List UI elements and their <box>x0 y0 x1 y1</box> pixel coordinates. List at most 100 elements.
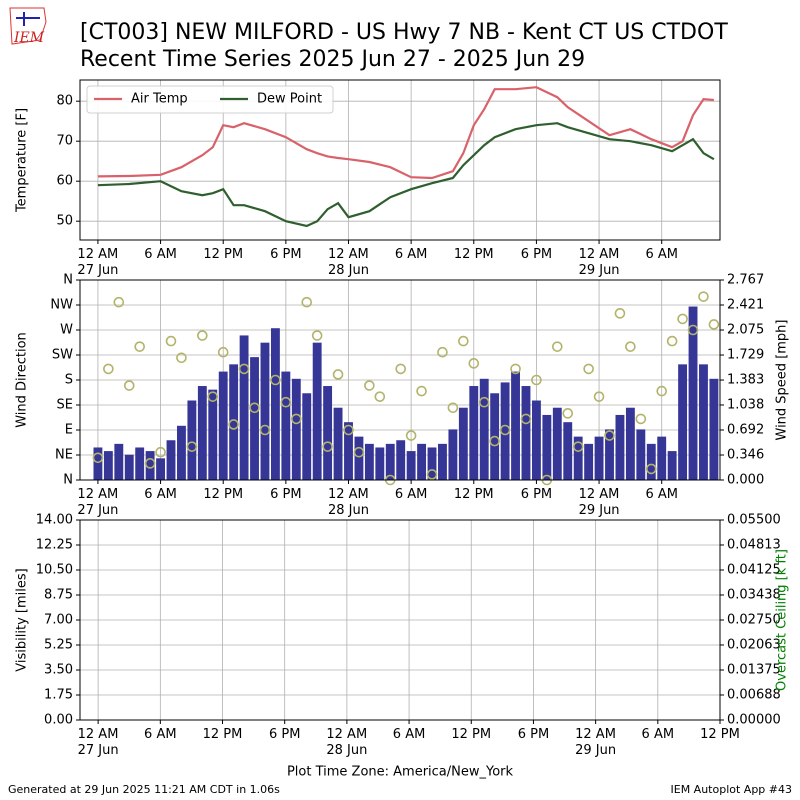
wind-direction-point <box>552 341 563 352</box>
x-tick-label: 6 AM <box>392 727 426 742</box>
y2-tick-label: 0.02750 <box>727 613 781 628</box>
wind-direction-point <box>604 430 615 441</box>
x-tick-label: 6 PM <box>270 247 302 262</box>
subtitle: Recent Time Series 2025 Jun 27 - 2025 Ju… <box>80 47 585 72</box>
x-axis-label: Plot Time Zone: America/New_York <box>287 765 514 780</box>
wind-direction-point <box>217 346 229 358</box>
wind-speed-bar <box>678 364 688 480</box>
wind-direction-point <box>499 424 511 436</box>
x-tick-label: 12 AM 27 Jun <box>77 247 119 278</box>
y-tick-label: NE <box>55 448 73 463</box>
wind-speed-bar <box>197 386 207 480</box>
x-tick-label: 6 AM <box>645 487 678 502</box>
wind-speed-bar <box>93 447 103 480</box>
wind-speed-bar <box>281 371 291 480</box>
wind-direction-point <box>583 363 594 375</box>
wind-speed-bar <box>636 429 646 480</box>
footer-right: IEM Autoplot App #43 <box>671 783 793 796</box>
x-tick-label: 6 PM <box>520 487 553 502</box>
y-tick-label: SW <box>52 348 73 363</box>
wind-speed-bar <box>312 342 322 480</box>
wind-direction-point <box>625 341 636 352</box>
wind-direction-point <box>238 363 250 375</box>
y-tick-label: 14.00 <box>36 513 73 528</box>
wind-direction-point <box>677 313 688 325</box>
wind-direction-point <box>332 369 344 380</box>
x-tick-label: 12 PM <box>451 727 492 742</box>
wind-direction-point <box>270 374 281 386</box>
wind-direction-point <box>405 430 417 441</box>
y-tick-label: 70 <box>56 134 73 149</box>
logo-text: IEM <box>13 30 45 46</box>
wind-speed-bar <box>625 407 635 480</box>
wind-direction-point <box>489 435 500 447</box>
y2-tick-label: 1.729 <box>727 348 764 363</box>
wind-direction-point <box>144 458 156 469</box>
wind-speed-bar <box>511 371 520 480</box>
wind-speed-bar <box>667 451 677 480</box>
x-tick-label: 12 PM <box>700 727 740 742</box>
line-series <box>97 86 714 180</box>
y2-tick-label: 1.383 <box>727 373 764 388</box>
wind-direction-point <box>259 424 271 436</box>
wind-direction-point <box>468 358 480 369</box>
wind-speed-bar <box>458 407 468 480</box>
y2-tick-label: 2.767 <box>727 273 764 288</box>
wind-direction-point <box>280 396 292 408</box>
line-series <box>97 122 715 228</box>
wind-direction-point <box>458 335 469 347</box>
wind-speed-bar <box>406 451 416 480</box>
wind-direction-point <box>656 385 668 397</box>
wind-direction-point <box>666 335 678 347</box>
x-tick-label: 12 AM 27 Jun <box>77 487 119 518</box>
wind-speed-bar <box>605 429 614 480</box>
x-tick-label: 12 AM 27 Jun <box>77 727 119 758</box>
wind-speed-bar <box>438 443 447 480</box>
legend-box <box>86 85 334 114</box>
wind-speed-bar <box>521 386 531 480</box>
wind-direction-point <box>364 380 375 391</box>
x-tick-label: 12 AM 29 Jun <box>578 487 620 518</box>
wind-speed-bar <box>124 454 134 480</box>
wind-speed-bar <box>657 436 667 480</box>
x-tick-label: 6 PM <box>268 727 301 742</box>
legend-label: Air Temp <box>131 92 188 107</box>
wind-direction-point <box>698 291 709 302</box>
wind-direction-point <box>635 413 647 425</box>
wind-speed-bar <box>469 386 479 480</box>
plot-frame <box>79 79 721 241</box>
wind-speed-bar <box>208 389 218 480</box>
x-tick-label: 12 AM 28 Jun <box>326 727 368 758</box>
x-tick-label: 6 AM <box>144 247 177 262</box>
y-tick-label: 3.50 <box>44 663 73 678</box>
wind-direction-point <box>113 296 125 308</box>
x-tick-label: 6 AM <box>394 247 428 262</box>
y-tick-label: 12.25 <box>36 538 73 553</box>
wind-speed-bar <box>375 447 385 480</box>
y2-tick-label: 0.692 <box>727 422 764 437</box>
x-tick-label: 6 PM <box>270 487 302 502</box>
wind-speed-bar <box>531 400 541 480</box>
y-tick-label: N <box>63 473 73 488</box>
wind-direction-point <box>687 324 699 336</box>
wind-speed-bar <box>699 364 708 480</box>
wind-speed-bar <box>646 443 656 480</box>
wind-direction-point <box>134 341 145 352</box>
x-tick-label: 6 PM <box>520 247 553 262</box>
wind-direction-point <box>165 335 177 347</box>
wind-speed-bar <box>385 443 395 480</box>
x-tick-label: 12 AM 29 Jun <box>575 727 617 758</box>
y-tick-label: S <box>65 373 73 388</box>
wind-direction-point <box>123 380 135 391</box>
x-tick-label: 12 PM <box>203 487 244 502</box>
plot-frame <box>79 279 721 481</box>
y2-tick-label: 0.02063 <box>727 637 781 652</box>
wind-direction-point <box>531 374 542 386</box>
wind-speed-bar <box>114 443 124 480</box>
x-tick-label: 12 PM <box>453 487 494 502</box>
wind-speed-bar <box>479 378 489 480</box>
wind-speed-bar <box>688 306 698 480</box>
wind-speed-bar <box>344 422 353 480</box>
